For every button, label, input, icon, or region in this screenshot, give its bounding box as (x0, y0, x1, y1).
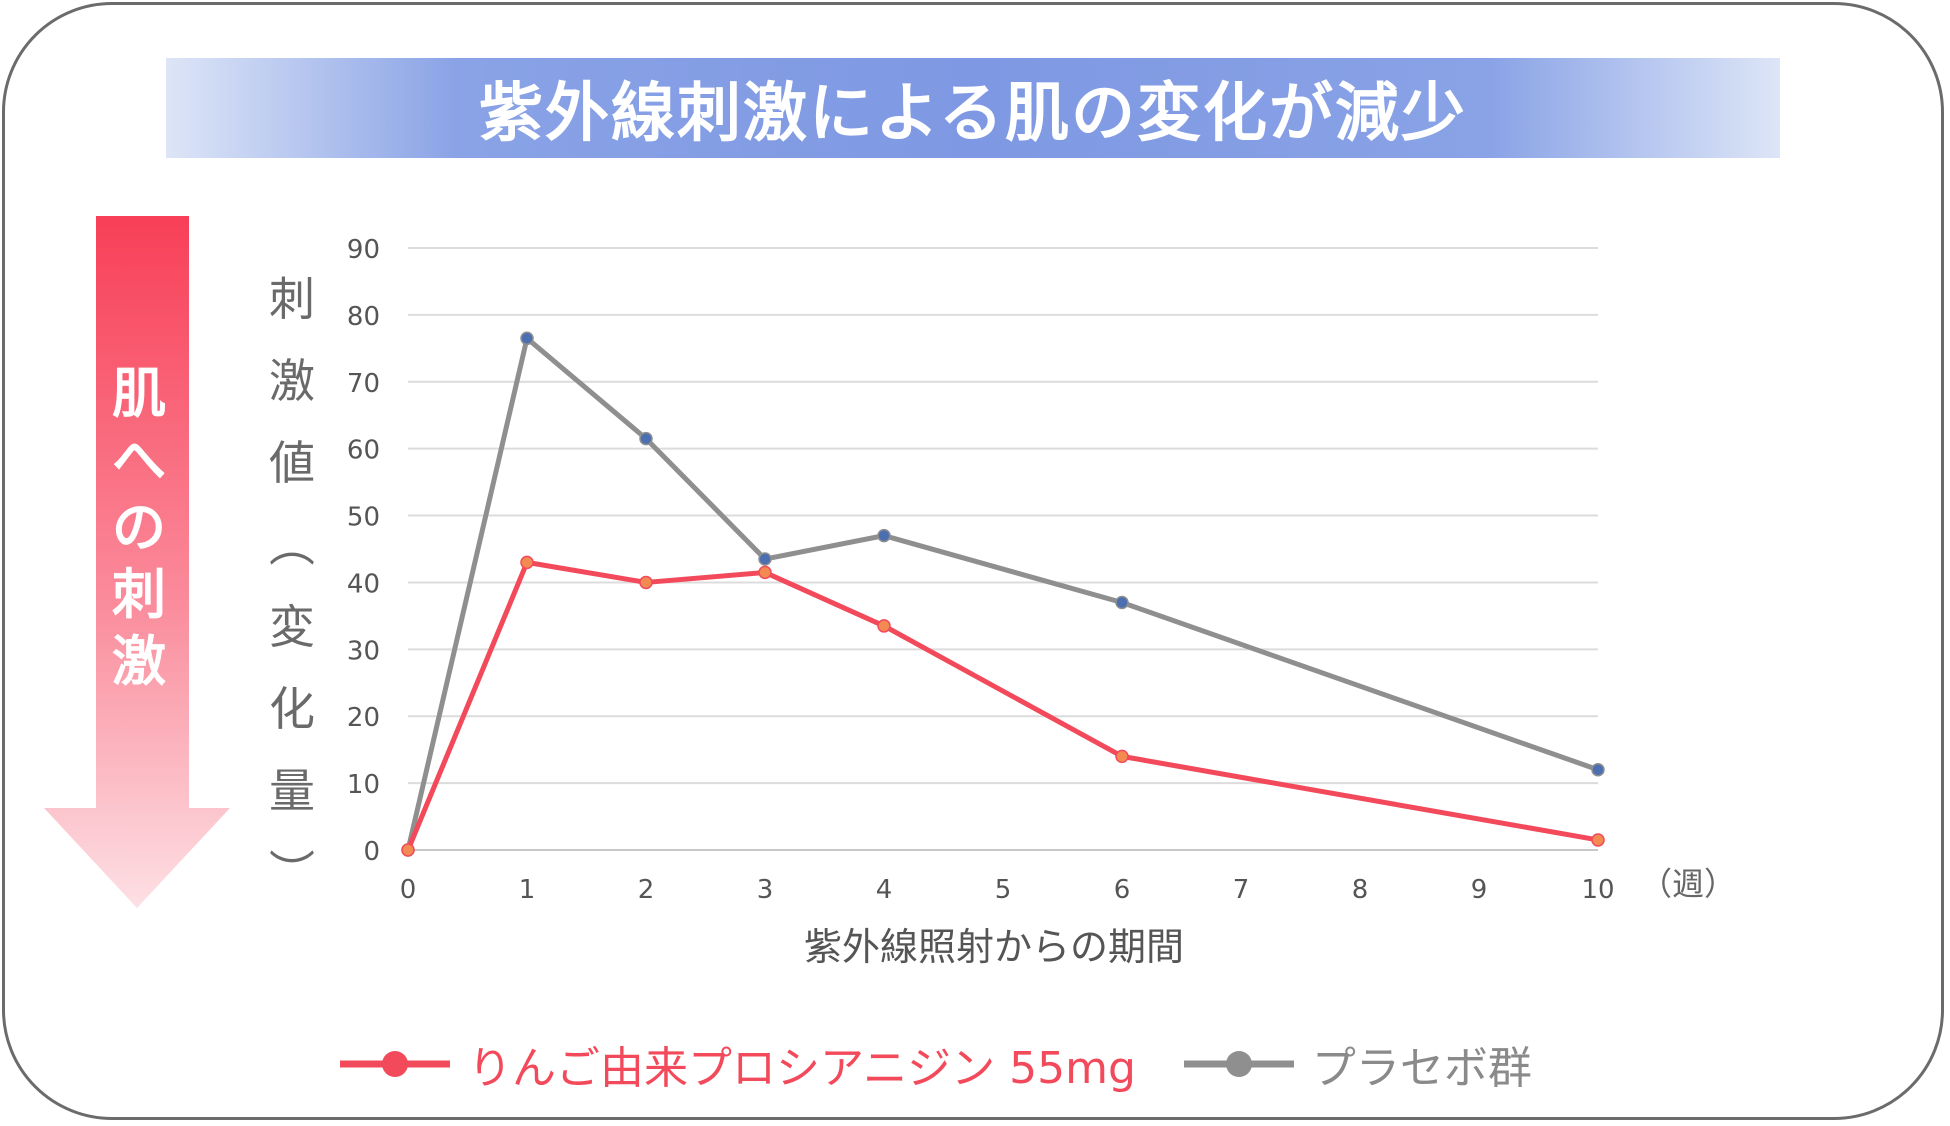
legend: りんご由来プロシアニジン 55mg プラセボ群 (340, 1032, 1580, 1096)
x-tick-3: 3 (757, 875, 774, 905)
x-tick-6: 6 (1114, 875, 1131, 905)
legend-label-red: りんご由来プロシアニジン 55mg (468, 1043, 1136, 1094)
side-label-char-0: 肌 (112, 362, 166, 425)
y-tick-60: 60 (347, 436, 380, 466)
tick-labels: 0 10 20 30 40 50 60 70 80 90 0 1 2 3 4 5 6 7 8 9 10 (347, 235, 1615, 905)
y-tick-40: 40 (347, 569, 380, 599)
y-tick-0: 0 (363, 837, 380, 867)
series-0-point-0 (401, 843, 415, 857)
y-title-char-3: ︵ (269, 518, 315, 572)
side-label-char-3: 刺 (112, 563, 166, 626)
y-title-char-1: 激 (269, 354, 315, 408)
y-tick-90: 90 (347, 235, 380, 265)
x-tick-9: 9 (1471, 875, 1488, 905)
series-1-point-1 (520, 331, 534, 346)
down-arrow-icon (44, 216, 230, 908)
y-title-char-2: 値 (269, 436, 315, 490)
y-tick-80: 80 (347, 302, 380, 332)
x-tick-5: 5 (995, 875, 1012, 905)
series-0-point-1 (520, 555, 534, 570)
x-tick-1: 1 (519, 875, 536, 905)
series-1-point-2 (639, 431, 653, 446)
x-tick-0: 0 (400, 875, 417, 905)
x-tick-2: 2 (638, 875, 655, 905)
series-0-point-2 (639, 575, 653, 590)
side-label-char-4: 激 (112, 630, 166, 693)
x-axis-unit: （週） (1640, 865, 1736, 903)
series-1-point-3 (758, 552, 772, 566)
side-label-char-1: へ (112, 429, 166, 492)
legend-label-gray: プラセボ群 (1311, 1043, 1532, 1094)
y-tick-70: 70 (347, 369, 380, 399)
series-line-1 (405, 335, 1599, 851)
x-axis-title: 紫外線照射からの期間 (804, 925, 1184, 969)
x-tick-4: 4 (876, 875, 893, 905)
side-arrow-label: 肌への刺激 (94, 360, 184, 695)
series-1-point-4 (877, 528, 891, 543)
y-title-char-0: 刺 (269, 272, 315, 326)
x-tick-8: 8 (1352, 875, 1369, 905)
y-tick-30: 30 (347, 636, 380, 666)
legend-red-line-icon (340, 1051, 450, 1077)
gridlines (408, 247, 1598, 851)
series-0-point-5 (1115, 749, 1129, 764)
series-1-point-5 (1115, 595, 1129, 610)
y-title-char-5: 化 (269, 682, 315, 736)
x-tick-7: 7 (1233, 875, 1250, 905)
series-0-point-3 (758, 565, 772, 580)
chart-title: 紫外線刺激による肌の変化が減少 (478, 77, 1468, 151)
side-label-char-2: の (112, 496, 166, 559)
y-tick-50: 50 (347, 503, 380, 533)
y-axis-title: 刺激値 ︵ 変化量 ︶ (262, 258, 322, 914)
series-0-point-6 (1591, 833, 1605, 847)
legend-item-red: りんご由来プロシアニジン 55mg (340, 1032, 1136, 1096)
legend-gray-line-icon (1183, 1051, 1294, 1077)
title-banner: 紫外線刺激による肌の変化が減少 (166, 58, 1780, 158)
x-tick-10: 10 (1581, 875, 1614, 905)
series-1-point-6 (1591, 762, 1605, 777)
y-tick-20: 20 (347, 703, 380, 733)
y-title-char-7: ︶ (269, 846, 315, 900)
y-title-char-6: 量 (269, 764, 315, 818)
y-title-char-4: 変 (269, 600, 315, 654)
y-tick-10: 10 (347, 770, 380, 800)
legend-item-gray: プラセボ群 (1183, 1032, 1532, 1096)
series-0-point-4 (877, 619, 891, 633)
series-lines (401, 331, 1605, 857)
